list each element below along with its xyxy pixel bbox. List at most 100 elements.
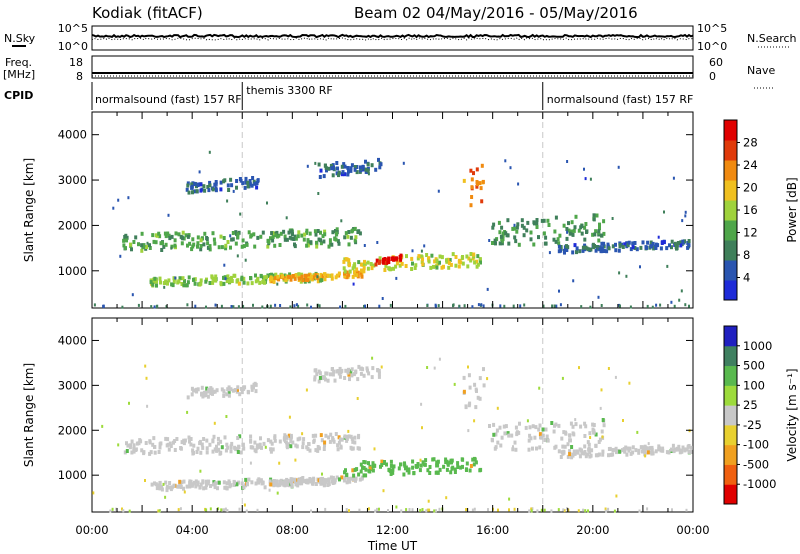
data-cell [677, 444, 681, 449]
data-cell [391, 467, 395, 472]
data-cell [392, 266, 395, 271]
scatter-cell [224, 277, 227, 281]
data-cell [158, 445, 162, 450]
data-cell [224, 243, 228, 248]
data-cell [524, 425, 528, 430]
data-cell [316, 279, 320, 284]
scatter-cell [427, 499, 430, 503]
data-cell [513, 226, 516, 231]
data-cell [211, 280, 215, 285]
data-cell [273, 243, 277, 248]
near-range-cell [324, 507, 327, 511]
scatter-cell [278, 461, 281, 465]
data-cell [315, 372, 319, 377]
near-range-cell [111, 507, 114, 511]
scatter-cell [584, 177, 587, 181]
colorbar-swatch [724, 200, 737, 221]
data-cell [587, 442, 591, 447]
data-cell [476, 182, 479, 187]
data-cell [272, 279, 276, 284]
data-cell [594, 229, 598, 234]
data-cell [617, 248, 621, 253]
scatter-cell [284, 440, 286, 443]
data-cell [178, 276, 182, 281]
data-cell [583, 225, 587, 230]
data-cell [328, 238, 332, 243]
data-cell [166, 231, 170, 236]
data-cell [511, 226, 515, 231]
data-cell [250, 183, 254, 188]
near-range-cell [646, 507, 649, 511]
data-cell [343, 434, 347, 439]
scatter-cell [578, 366, 580, 370]
data-cell [607, 453, 610, 458]
data-cell [166, 281, 169, 286]
data-cell [387, 467, 391, 472]
data-cell [338, 366, 342, 371]
data-cell [430, 253, 434, 258]
nsky-top-tick: 10^5 [58, 22, 88, 35]
data-cell [323, 229, 327, 234]
data-cell [359, 366, 363, 371]
data-cell [239, 450, 243, 455]
data-cell [250, 445, 254, 450]
data-cell [385, 260, 389, 265]
data-cell [547, 223, 551, 227]
data-cell [580, 451, 584, 456]
data-cell [567, 228, 571, 233]
scatter-cell [572, 279, 575, 283]
data-cell [341, 170, 345, 175]
data-cell [513, 440, 517, 445]
scatter-cell [236, 254, 239, 258]
data-cell [332, 166, 336, 171]
scatter-cell [681, 219, 684, 223]
data-cell [337, 241, 341, 246]
data-cell [324, 478, 328, 483]
data-cell [254, 279, 258, 284]
near-range-cell [557, 508, 560, 512]
data-cell [123, 235, 127, 239]
near-range-cell [433, 509, 436, 513]
data-cell [492, 432, 496, 437]
data-cell [565, 244, 568, 249]
data-cell [389, 463, 393, 468]
data-cell [597, 229, 601, 234]
data-cell [179, 234, 183, 239]
data-cell [504, 424, 508, 429]
data-cell [649, 450, 653, 455]
data-cell [558, 233, 562, 238]
data-cell [206, 479, 210, 484]
data-cell [394, 264, 398, 269]
data-cell [357, 435, 360, 440]
y-tick-label: 2000 [58, 423, 87, 437]
data-cell [520, 218, 524, 223]
data-cell [584, 245, 588, 250]
near-range-cell [389, 303, 392, 307]
data-cell [639, 445, 643, 450]
data-cell [425, 253, 429, 257]
data-cell [309, 240, 313, 245]
data-cell [474, 387, 478, 392]
near-range-cell [523, 303, 526, 307]
data-cell [567, 221, 570, 226]
data-cell [132, 443, 136, 448]
data-cell [514, 425, 518, 430]
data-cell [135, 441, 139, 446]
data-cell [574, 422, 578, 427]
data-cell [529, 436, 533, 441]
data-cell [466, 264, 470, 269]
data-cell [144, 441, 148, 445]
data-cell [284, 278, 288, 283]
scatter-cell [488, 239, 491, 242]
data-cell [180, 241, 184, 246]
data-cell [405, 468, 409, 473]
data-cell [381, 259, 385, 264]
data-cell [516, 222, 520, 227]
nsky-bottom-tick: 10^0 [58, 40, 88, 53]
data-cell [464, 404, 468, 409]
data-cell [544, 235, 548, 240]
near-range-cell [607, 507, 610, 511]
colorbar-swatch [724, 220, 737, 241]
data-cell [300, 274, 304, 279]
data-cell [158, 486, 162, 491]
